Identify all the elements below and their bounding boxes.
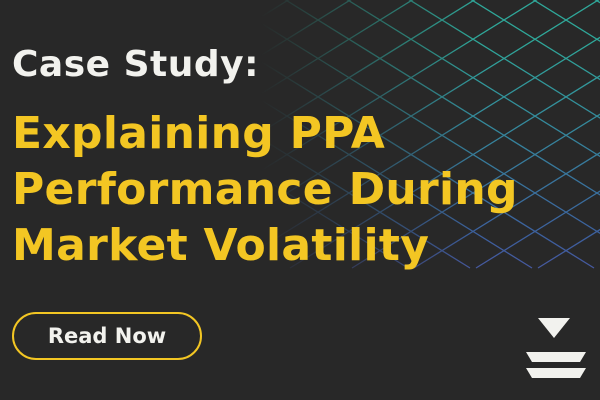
- logo: [526, 318, 586, 378]
- headline-line: Performance During: [12, 164, 518, 215]
- grid-line: [160, 0, 595, 269]
- grid-line: [351, 113, 600, 269]
- grid-line: [532, 0, 600, 42]
- grid-line: [284, 0, 600, 196]
- headline-line: Explaining PPA: [12, 108, 386, 159]
- grid-line: [470, 0, 600, 81]
- eyebrow: Case Study:: [12, 44, 259, 85]
- grid-line: [98, 0, 533, 269]
- grid-lines: [0, 0, 600, 269]
- grid-line: [227, 36, 600, 269]
- headline-line: Market Volatility: [12, 220, 430, 271]
- grid-line: [413, 151, 600, 269]
- headline: Explaining PPA Performance During Market…: [12, 106, 518, 274]
- grid-line: [0, 14, 409, 269]
- read-now-button[interactable]: Read Now: [12, 312, 202, 360]
- grid-line: [222, 0, 600, 235]
- grid-line: [408, 0, 600, 119]
- grid-line: [36, 0, 471, 269]
- grid-line: [289, 75, 600, 269]
- grid-line: [346, 0, 600, 158]
